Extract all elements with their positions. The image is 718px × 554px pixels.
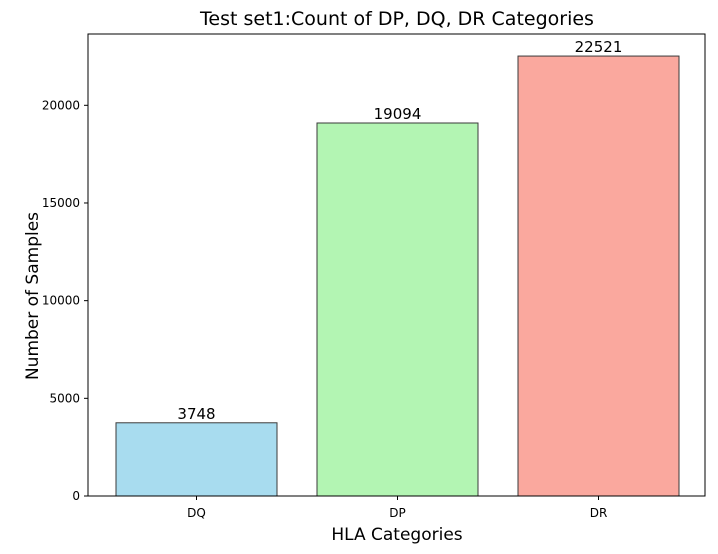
y-axis: 0 5000 10000 15000 20000 (42, 98, 88, 503)
plot-frame (87, 33, 706, 497)
x-tick-label-dq: DQ (187, 506, 206, 520)
x-axis-label: HLA Categories (331, 525, 462, 545)
data-label-dq: 3748 (177, 405, 215, 423)
y-tick-label: 0 (72, 489, 80, 503)
y-tick-label: 15000 (42, 196, 80, 210)
y-tick-label: 20000 (42, 98, 80, 112)
y-tick-label: 5000 (49, 391, 80, 405)
data-label-dp: 19094 (374, 105, 422, 123)
x-tick-label-dp: DP (389, 506, 405, 520)
chart-title: Test set1:Count of DP, DQ, DR Categories (199, 8, 594, 30)
data-label-dr: 22521 (575, 38, 623, 56)
bar-dp (316, 122, 479, 497)
x-axis: DQ DP DR (187, 496, 607, 520)
plot-area: 3748 19094 22521 (87, 33, 706, 497)
x-tick-label-dr: DR (590, 506, 608, 520)
bar-dq (115, 422, 278, 497)
bar-dr (517, 55, 680, 497)
y-tick-label: 10000 (42, 294, 80, 308)
y-axis-label: Number of Samples (23, 212, 43, 380)
